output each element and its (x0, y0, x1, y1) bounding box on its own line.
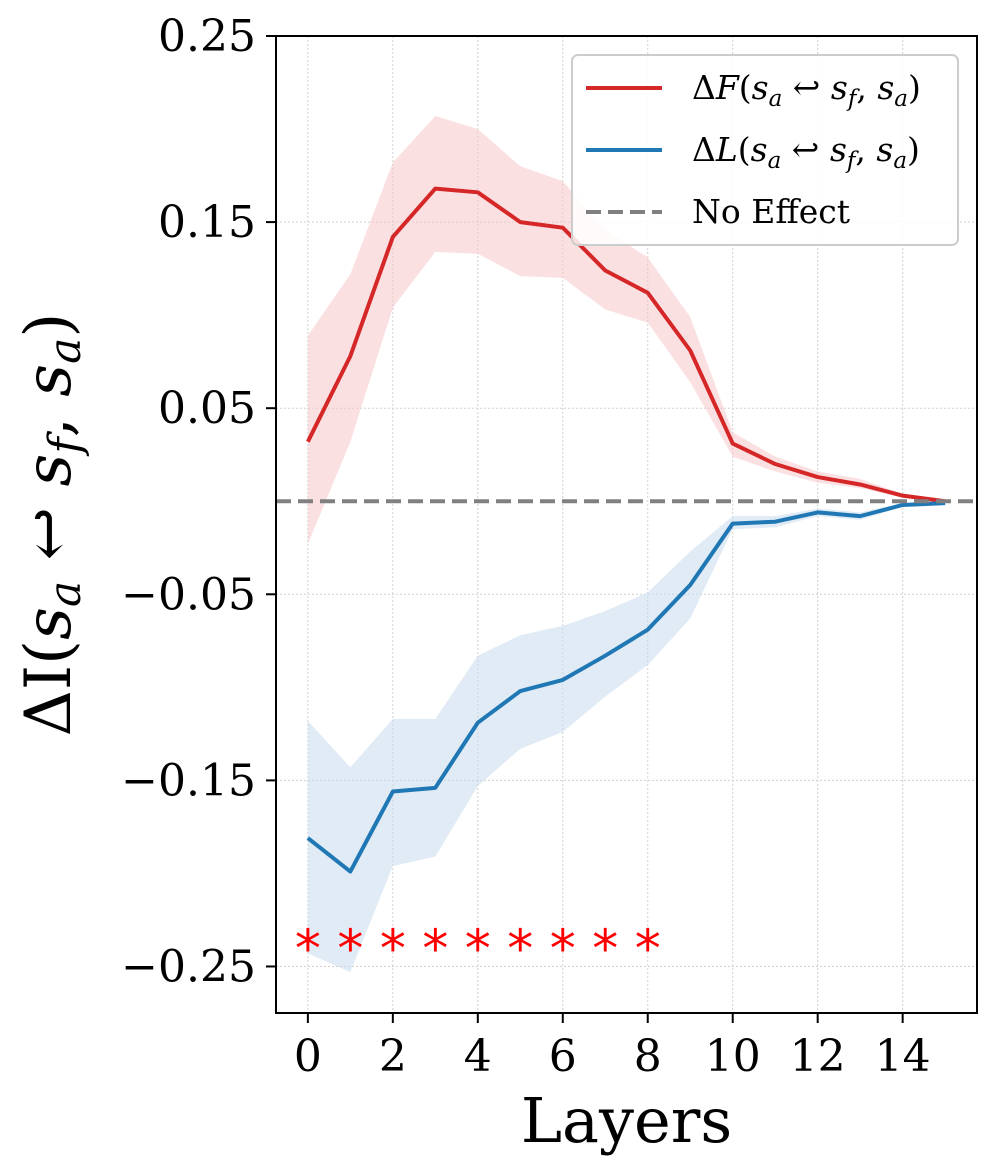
series-lines (276, 186, 977, 874)
x-tick-label: 6 (549, 1031, 577, 1082)
significance-star: * (295, 920, 321, 980)
legend-box (571, 54, 959, 246)
significance-star: * (550, 920, 576, 980)
legend: ΔF(sa ↩ sf, sa) ΔL(sa ↩ sf, sa) No Effect (571, 54, 959, 246)
confidence-bands (307, 116, 946, 973)
significance-star: * (337, 920, 363, 980)
x-tick-label: 4 (464, 1031, 492, 1082)
significance-star: * (635, 920, 661, 980)
x-tick-label: 2 (379, 1031, 407, 1082)
x-tick-label: 14 (875, 1031, 931, 1082)
significance-star: * (380, 920, 406, 980)
series-line (306, 186, 946, 504)
legend-label: No Effect (692, 192, 850, 231)
significance-star: * (422, 920, 448, 980)
y-tick-label: −0.15 (121, 755, 256, 806)
significance-star: * (592, 920, 618, 980)
series-line (306, 501, 946, 874)
y-tick-label: 0.05 (158, 383, 256, 434)
y-tick-label: 0.25 (158, 11, 256, 62)
confidence-band (307, 116, 946, 545)
x-tick-label: 0 (294, 1031, 322, 1082)
legend-label: ΔF(sa ↩ sf, sa) (692, 68, 921, 112)
y-tick-label: −0.05 (121, 569, 256, 620)
y-axis-title: ΔI(sa ↩ sf, sa) (12, 313, 91, 737)
y-tick-label: 0.15 (158, 197, 256, 248)
x-tick-label: 10 (705, 1031, 761, 1082)
axis-ticks: 0 2 4 6 8 10 12 14 0.25 0.15 0.05 −0.05 −0.15 −0.25 (121, 11, 930, 1082)
y-axis-title-group: ΔI(sa ↩ sf, sa) (12, 313, 91, 737)
confidence-band (307, 501, 946, 973)
significance-star: * (465, 920, 491, 980)
plot-frame (275, 35, 978, 1014)
legend-label: ΔL(sa ↩ sf, sa) (692, 130, 920, 174)
y-tick-label: −0.25 (121, 941, 256, 992)
significance-markers: * * * * * * * * * (295, 920, 661, 980)
x-tick-label: 12 (790, 1031, 846, 1082)
x-tick-label: 8 (634, 1031, 662, 1082)
x-axis-title: Layers (521, 1084, 732, 1157)
significance-star: * (507, 920, 533, 980)
